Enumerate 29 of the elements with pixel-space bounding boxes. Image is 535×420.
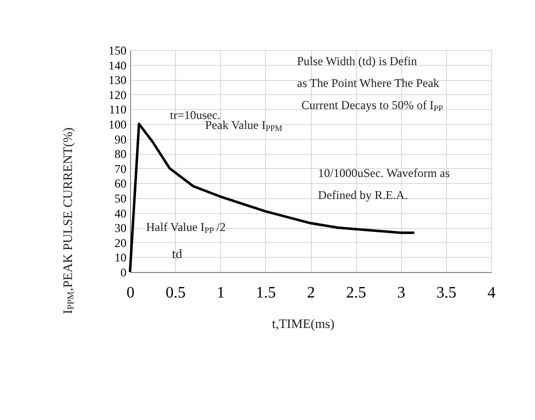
y-tick-label: 80 [114, 147, 126, 162]
annotation: 10/1000uSec. Waveform as Defined by R.E.A. [318, 166, 450, 202]
y-tick-label: 40 [114, 206, 126, 220]
y-tick-label: 100 [108, 118, 126, 132]
annotation: td [172, 246, 183, 261]
x-tick-label: 3.5 [436, 284, 456, 302]
x-tick-label: 3 [397, 284, 406, 302]
y-tick-label: 90 [114, 132, 126, 146]
x-tick-label: 0.5 [166, 284, 186, 302]
y-tick-label: 20 [114, 236, 126, 250]
y-tick-label: 70 [114, 162, 126, 176]
x-axis-title: t,TIME(ms) [272, 316, 334, 331]
y-tick-label: 140 [108, 58, 126, 72]
x-tick-label: 2 [307, 284, 315, 302]
y-axis-title: IPPM,PEAK PULSE CURRENT(%) [60, 127, 76, 314]
y-tick-label: 150 [108, 44, 126, 58]
y-tick-label: 120 [108, 88, 126, 102]
y-tick-label: 130 [108, 73, 126, 88]
y-tick-label: 30 [114, 221, 126, 236]
y-tick-label: 0 [120, 266, 126, 280]
x-tick-label: 1.5 [256, 284, 276, 302]
y-tick-label: 10 [114, 250, 126, 265]
y-tick-label: 110 [108, 102, 126, 117]
x-tick-label: 2.5 [346, 284, 366, 302]
y-tick-label: 60 [114, 176, 126, 191]
x-tick-label: 1 [216, 284, 225, 302]
x-tick-label: 4 [488, 284, 496, 302]
annotation: tr=10usec. [170, 108, 220, 122]
y-tick-label: 50 [114, 192, 126, 206]
